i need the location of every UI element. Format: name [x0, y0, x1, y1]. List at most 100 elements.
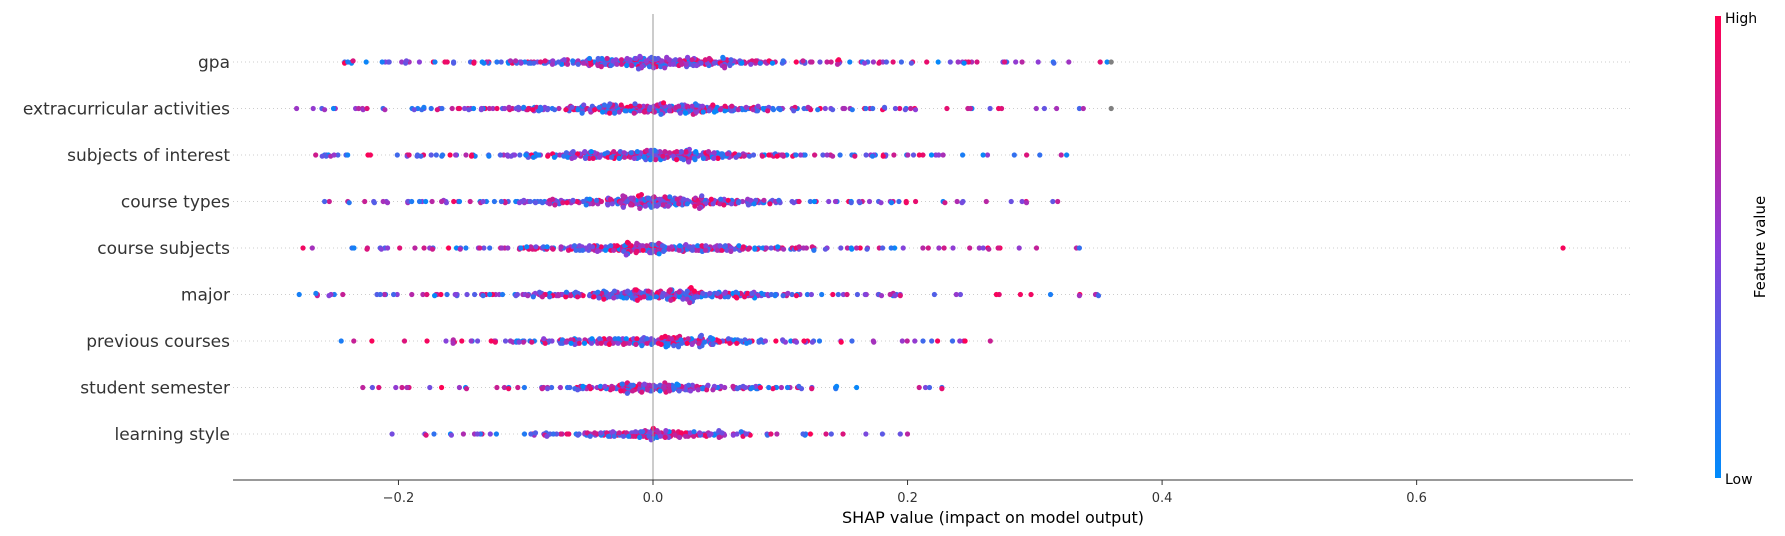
shap-point [494, 384, 500, 391]
shap-point [944, 105, 950, 112]
shap-point [521, 431, 528, 437]
shap-point [549, 61, 556, 67]
shap-point [700, 290, 706, 296]
shap-point [1064, 152, 1070, 158]
shap-point [590, 155, 596, 161]
shap-point [807, 198, 813, 205]
shap-point [588, 149, 594, 155]
shap-point [570, 58, 576, 64]
shap-point [526, 60, 532, 66]
shap-point [849, 246, 855, 252]
shap-point [870, 59, 877, 65]
shap-point [634, 149, 640, 155]
shap-point [433, 152, 439, 158]
shap-point [649, 250, 655, 256]
shap-point [743, 431, 749, 437]
shap-point [706, 55, 712, 62]
shap-point [908, 60, 915, 66]
shap-point [607, 336, 613, 342]
shap-point [757, 60, 764, 66]
shap-point [881, 104, 888, 110]
shap-point [798, 152, 804, 158]
shap-point [533, 244, 539, 250]
shap-point [935, 59, 941, 65]
shap-point [447, 152, 453, 158]
shap-point [628, 202, 634, 208]
shap-point [463, 386, 470, 392]
shap-point [394, 291, 400, 298]
shap-point [692, 203, 698, 209]
shap-point [644, 243, 650, 249]
shap-point [525, 107, 531, 113]
shap-point [446, 245, 452, 251]
shap-point [1058, 152, 1064, 158]
shap-point [714, 290, 721, 296]
shap-point [557, 384, 564, 391]
shap-point [508, 153, 514, 159]
shap-point [681, 196, 687, 202]
shap-point [367, 152, 373, 158]
shap-point [774, 431, 780, 437]
shap-point [1019, 59, 1025, 65]
feature-label: major [181, 286, 230, 306]
shap-point [954, 198, 960, 205]
shap-point [647, 104, 653, 110]
shap-point [685, 336, 691, 342]
shap-point [896, 198, 902, 205]
shap-point [702, 339, 708, 345]
shap-point [728, 201, 735, 207]
shap-point [823, 431, 829, 437]
feature-guide-lines [233, 61, 1633, 435]
shap-point [763, 245, 770, 251]
shap-point [624, 295, 630, 301]
shap-point [521, 104, 527, 110]
shap-point [296, 291, 302, 298]
shap-point [658, 341, 664, 347]
shap-point [667, 103, 673, 109]
shap-point [529, 339, 535, 345]
shap-point [679, 61, 685, 67]
shap-point [761, 197, 767, 203]
shap-point [641, 154, 647, 160]
shap-point [580, 247, 586, 253]
shap-point [521, 197, 527, 203]
shap-point [497, 152, 503, 158]
shap-point [925, 245, 931, 251]
x-axis-title: SHAP value (impact on model output) [842, 508, 1144, 527]
shap-point [637, 53, 643, 59]
shap-point [660, 100, 667, 106]
shap-point [663, 428, 669, 434]
shap-point [661, 383, 667, 389]
shap-point [741, 153, 747, 159]
shap-point [309, 245, 315, 251]
shap-point [424, 338, 430, 344]
shap-point [550, 196, 556, 202]
shap-point [1035, 59, 1041, 65]
shap-point [869, 153, 876, 159]
shap-point [506, 386, 512, 392]
shap-point [902, 107, 908, 113]
shap-point [830, 153, 836, 159]
shap-point [428, 152, 434, 158]
shap-point [623, 336, 629, 342]
shap-point [654, 428, 660, 434]
shap-point [457, 246, 463, 252]
shap-point [745, 246, 751, 252]
shap-point [871, 339, 877, 345]
shap-point [596, 154, 603, 160]
shap-point [926, 384, 933, 391]
shap-point [924, 59, 930, 65]
shap-point [722, 108, 728, 114]
shap-point [1560, 245, 1566, 251]
shap-point [564, 431, 570, 437]
shap-point [745, 202, 752, 208]
shap-point [667, 194, 673, 200]
shap-point [620, 204, 627, 210]
shap-point [596, 295, 602, 301]
shap-point [679, 340, 685, 346]
shap-point [836, 57, 842, 63]
shap-point [406, 152, 412, 158]
shap-point [740, 244, 747, 250]
shap-point [920, 245, 926, 251]
shap-point [450, 340, 456, 346]
